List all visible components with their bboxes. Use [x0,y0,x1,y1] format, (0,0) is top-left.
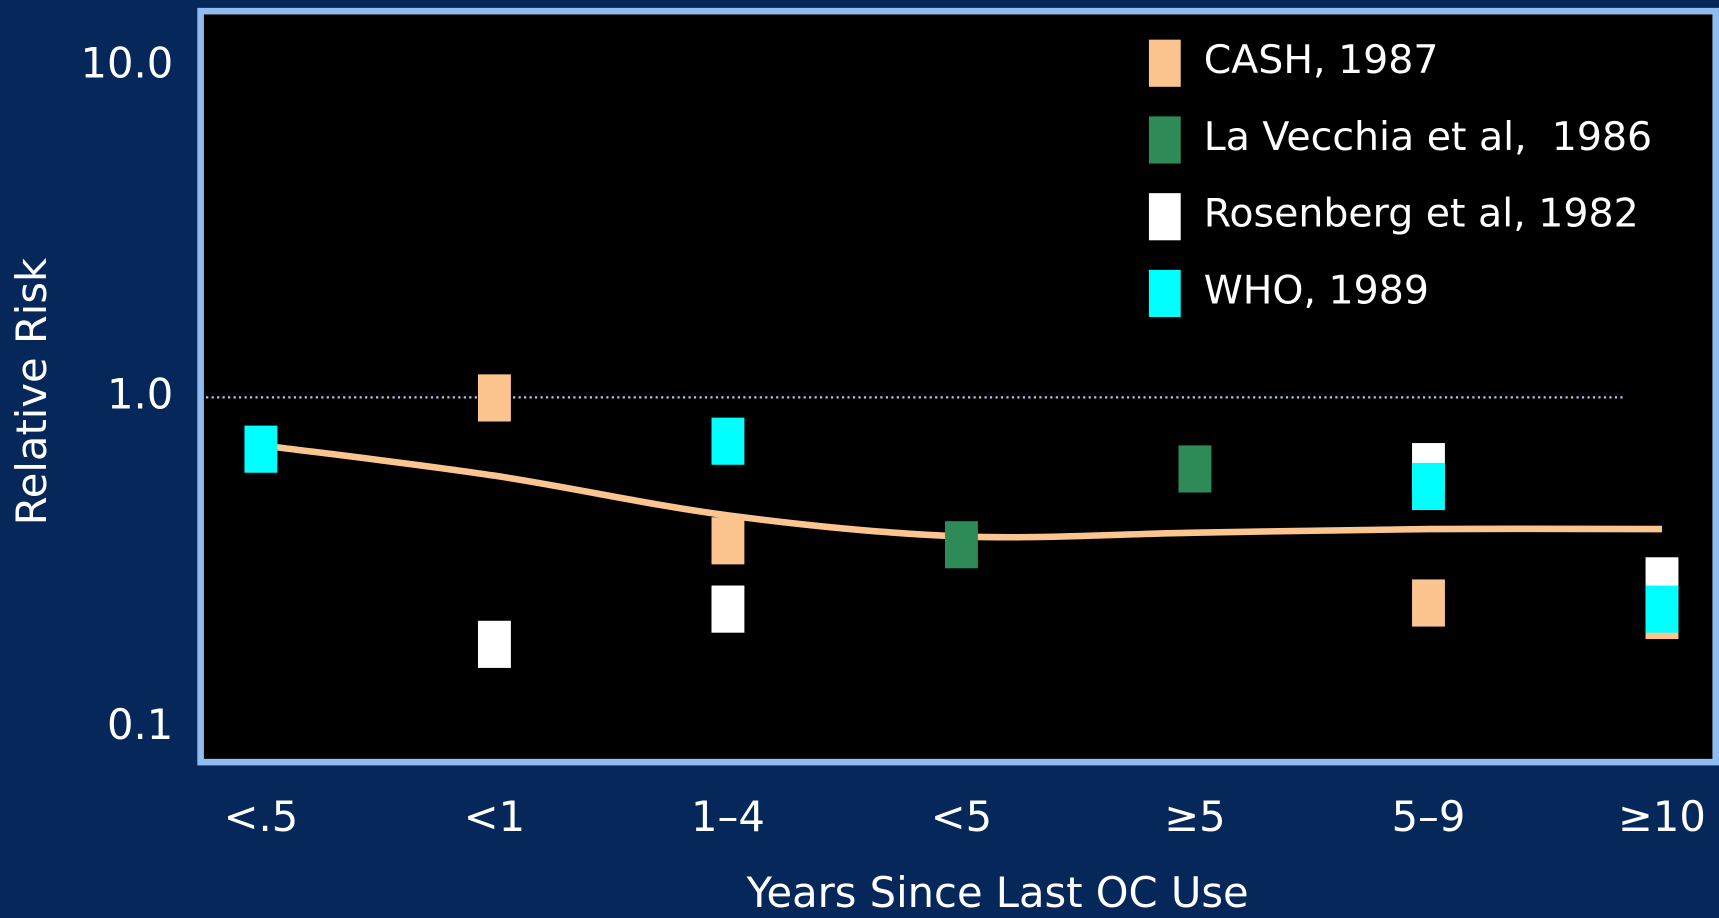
marker [1645,585,1679,633]
marker [244,425,278,473]
marker [1412,462,1445,511]
marker [711,517,745,565]
x-tick-label: 1–4 [691,792,765,841]
legend-label: CASH, 1987 [1204,37,1439,83]
legend-swatch [1148,193,1181,241]
legend-label: Rosenberg et al, 1982 [1204,191,1639,237]
marker [1412,579,1445,627]
legend-swatch [1148,39,1181,87]
x-axis-label: Years Since Last OC Use [746,868,1249,917]
marker [711,417,745,465]
marker [1178,445,1212,493]
legend-swatch [1148,269,1181,318]
y-tick-label: 1.0 [107,369,173,418]
marker [477,374,511,422]
x-tick-label: ≥5 [1164,792,1225,841]
marker [711,585,745,633]
marker [477,620,511,668]
x-tick-label: <5 [931,792,992,841]
y-axis-label: Relative Risk [7,258,56,525]
y-tick-label: 0.1 [107,700,173,749]
legend-label: WHO, 1989 [1204,267,1429,313]
legend-swatch [1148,116,1181,164]
marker [945,521,978,569]
x-tick-label: ≥10 [1618,792,1706,841]
plot-area [197,7,1719,766]
x-tick-label: <1 [464,792,525,841]
legend-label: La Vecchia et al, 1986 [1204,114,1652,160]
x-tick-label: 5–9 [1392,792,1466,841]
x-tick-label: <.5 [224,792,299,841]
y-tick-label: 10.0 [80,39,173,88]
